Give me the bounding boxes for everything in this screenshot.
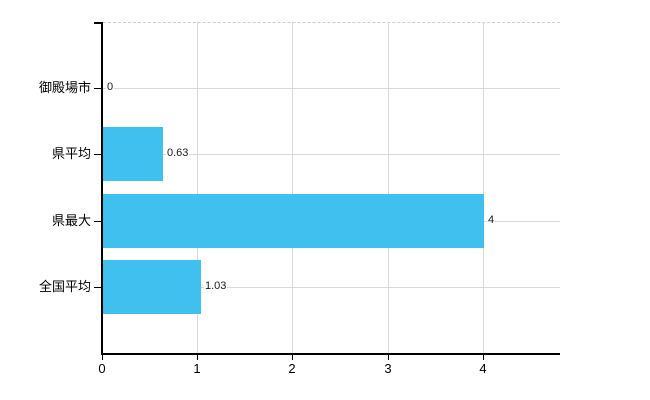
x-tick-label: 2 — [288, 361, 296, 376]
y-axis-tick — [94, 221, 101, 222]
gridline-horizontal — [103, 287, 560, 288]
gridline-horizontal — [103, 88, 560, 89]
bar — [103, 260, 201, 314]
bar-value-label: 1.03 — [204, 279, 228, 294]
bar-value-label: 0.63 — [166, 146, 190, 161]
x-tick-label: 1 — [193, 361, 201, 376]
category-label: 全国平均 — [38, 279, 91, 294]
gridline-vertical — [197, 22, 198, 353]
x-axis-tick — [292, 355, 293, 360]
x-axis-tick — [388, 355, 389, 360]
gridline-vertical — [483, 22, 484, 353]
y-axis-top-tick — [94, 22, 102, 24]
x-tick-label: 4 — [479, 361, 487, 376]
bar — [103, 127, 163, 181]
gridline-vertical — [292, 22, 293, 353]
gridline-horizontal — [103, 154, 560, 155]
bar-value-label: 0 — [106, 80, 115, 95]
gridline-vertical — [388, 22, 389, 353]
y-axis-tick — [94, 88, 101, 89]
y-axis-line — [101, 22, 103, 355]
y-axis-tick — [94, 287, 101, 288]
category-label: 県平均 — [51, 146, 91, 161]
bar-value-label: 4 — [487, 213, 496, 228]
y-axis-tick — [94, 154, 101, 155]
x-tick-label: 0 — [98, 361, 106, 376]
x-axis-tick — [197, 355, 198, 360]
x-axis-line — [101, 353, 560, 355]
x-axis-tick — [483, 355, 484, 360]
x-axis-tick — [102, 355, 103, 360]
category-label: 御殿場市 — [38, 80, 91, 95]
bar — [103, 194, 484, 248]
plot-top-border — [103, 22, 560, 23]
category-label: 県最大 — [51, 213, 91, 228]
x-tick-label: 3 — [384, 361, 392, 376]
